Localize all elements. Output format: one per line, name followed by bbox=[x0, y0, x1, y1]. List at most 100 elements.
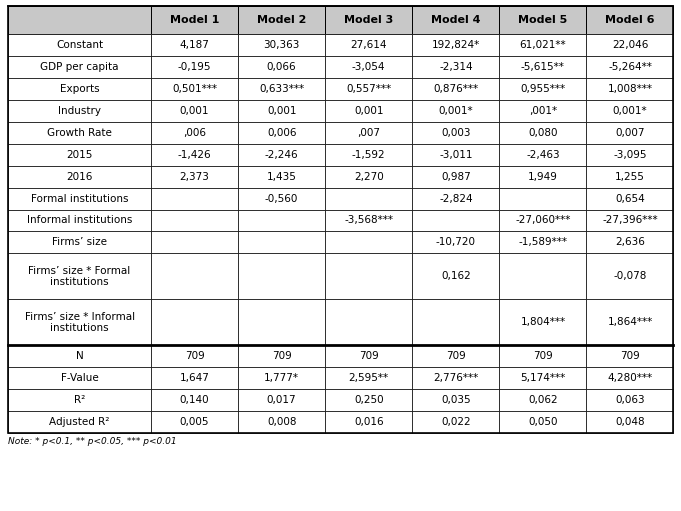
Text: 2,373: 2,373 bbox=[180, 172, 210, 181]
Text: 0,062: 0,062 bbox=[528, 396, 558, 405]
Bar bbox=[151, 367, 238, 389]
Bar bbox=[499, 389, 586, 411]
Bar bbox=[412, 122, 499, 144]
Text: 0,017: 0,017 bbox=[267, 396, 296, 405]
Text: ,001*: ,001* bbox=[529, 106, 557, 115]
Bar bbox=[412, 253, 499, 299]
Text: 5,174***: 5,174*** bbox=[520, 374, 565, 383]
Text: Firms’ size: Firms’ size bbox=[52, 238, 107, 247]
Bar bbox=[8, 367, 151, 389]
Text: 709: 709 bbox=[446, 352, 466, 361]
Bar bbox=[8, 6, 673, 433]
Text: 709: 709 bbox=[359, 352, 379, 361]
Text: -2,463: -2,463 bbox=[526, 150, 560, 159]
Text: Firms’ size * Formal
institutions: Firms’ size * Formal institutions bbox=[29, 266, 131, 287]
Bar bbox=[151, 34, 238, 56]
Text: 0,050: 0,050 bbox=[528, 417, 558, 427]
Text: Model 4: Model 4 bbox=[431, 15, 481, 25]
Bar bbox=[499, 188, 586, 210]
Text: -10,720: -10,720 bbox=[436, 238, 476, 247]
Text: 1,864***: 1,864*** bbox=[607, 317, 652, 328]
Bar bbox=[326, 6, 412, 34]
Text: ,007: ,007 bbox=[358, 128, 380, 137]
Text: -0,195: -0,195 bbox=[178, 62, 211, 72]
Text: 0,633***: 0,633*** bbox=[259, 84, 304, 94]
Text: -3,011: -3,011 bbox=[439, 150, 473, 159]
Text: 0,001*: 0,001* bbox=[439, 106, 473, 115]
Text: 1,435: 1,435 bbox=[267, 172, 297, 181]
Bar bbox=[151, 6, 238, 34]
Text: F-Value: F-Value bbox=[61, 374, 99, 383]
Bar bbox=[8, 345, 151, 367]
Bar bbox=[326, 231, 412, 253]
Text: R²: R² bbox=[74, 396, 85, 405]
Text: 30,363: 30,363 bbox=[264, 40, 300, 50]
Bar bbox=[586, 231, 674, 253]
Bar bbox=[238, 345, 326, 367]
Text: -27,060***: -27,060*** bbox=[516, 216, 571, 225]
Text: 2,595**: 2,595** bbox=[349, 374, 389, 383]
Bar bbox=[586, 78, 674, 100]
Bar bbox=[238, 100, 326, 122]
Text: 1,804***: 1,804*** bbox=[520, 317, 565, 328]
Bar bbox=[412, 411, 499, 433]
Bar bbox=[238, 166, 326, 188]
Bar bbox=[586, 6, 674, 34]
Text: -3,568***: -3,568*** bbox=[345, 216, 393, 225]
Text: 0,003: 0,003 bbox=[441, 128, 471, 137]
Bar bbox=[586, 100, 674, 122]
Text: ,006: ,006 bbox=[183, 128, 206, 137]
Bar bbox=[499, 6, 586, 34]
Bar bbox=[326, 299, 412, 345]
Bar bbox=[499, 345, 586, 367]
Bar bbox=[586, 188, 674, 210]
Text: 0,005: 0,005 bbox=[180, 417, 209, 427]
Text: 709: 709 bbox=[533, 352, 553, 361]
Bar bbox=[151, 100, 238, 122]
Text: Model 3: Model 3 bbox=[344, 15, 394, 25]
Text: Model 5: Model 5 bbox=[518, 15, 567, 25]
Bar bbox=[238, 6, 326, 34]
Bar bbox=[238, 188, 326, 210]
Bar bbox=[326, 389, 412, 411]
Bar bbox=[8, 253, 151, 299]
Text: -1,426: -1,426 bbox=[178, 150, 211, 159]
Bar bbox=[326, 411, 412, 433]
Bar bbox=[586, 253, 674, 299]
Bar bbox=[499, 210, 586, 231]
Text: -27,396***: -27,396*** bbox=[602, 216, 658, 225]
Text: -3,095: -3,095 bbox=[613, 150, 647, 159]
Bar bbox=[151, 122, 238, 144]
Bar bbox=[499, 231, 586, 253]
Text: -5,615**: -5,615** bbox=[521, 62, 565, 72]
Bar bbox=[8, 144, 151, 166]
Bar bbox=[499, 78, 586, 100]
Bar bbox=[412, 389, 499, 411]
Bar bbox=[499, 411, 586, 433]
Text: 2,776***: 2,776*** bbox=[433, 374, 479, 383]
Text: 1,008***: 1,008*** bbox=[607, 84, 652, 94]
Text: 1,255: 1,255 bbox=[615, 172, 645, 181]
Bar bbox=[238, 122, 326, 144]
Text: 0,066: 0,066 bbox=[267, 62, 296, 72]
Text: 0,035: 0,035 bbox=[441, 396, 471, 405]
Bar bbox=[238, 34, 326, 56]
Bar bbox=[586, 56, 674, 78]
Text: -0,078: -0,078 bbox=[614, 271, 647, 282]
Text: Note: * p<0.1, ** p<0.05, *** p<0.01: Note: * p<0.1, ** p<0.05, *** p<0.01 bbox=[8, 437, 177, 447]
Text: Model 2: Model 2 bbox=[257, 15, 306, 25]
Text: 61,021**: 61,021** bbox=[520, 40, 566, 50]
Bar bbox=[326, 122, 412, 144]
Text: 0,006: 0,006 bbox=[267, 128, 296, 137]
Bar bbox=[8, 100, 151, 122]
Bar bbox=[499, 367, 586, 389]
Bar bbox=[238, 367, 326, 389]
Bar bbox=[8, 231, 151, 253]
Text: 2015: 2015 bbox=[67, 150, 93, 159]
Text: 0,001: 0,001 bbox=[267, 106, 296, 115]
Text: 0,557***: 0,557*** bbox=[346, 84, 392, 94]
Text: 0,876***: 0,876*** bbox=[433, 84, 478, 94]
Bar bbox=[412, 144, 499, 166]
Text: 0,250: 0,250 bbox=[354, 396, 383, 405]
Text: -1,592: -1,592 bbox=[352, 150, 385, 159]
